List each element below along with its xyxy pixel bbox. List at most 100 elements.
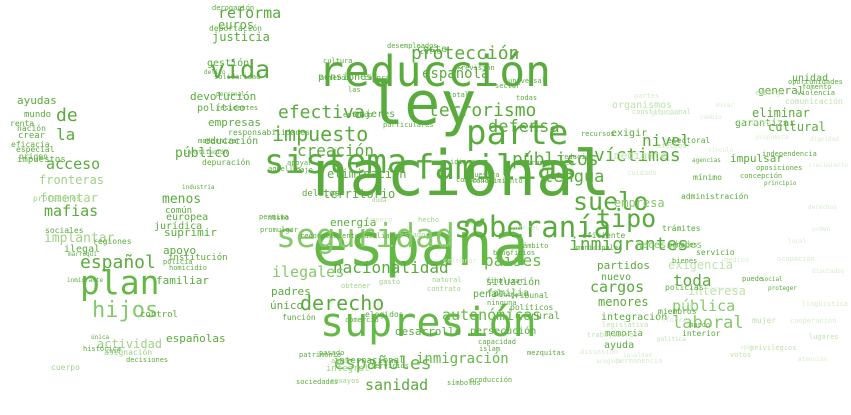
word-gracias: gracias — [651, 109, 681, 118]
word-internacional: internacional — [334, 355, 405, 366]
word-interes: interés — [510, 224, 540, 233]
word-exigencia: exigencia — [668, 258, 734, 273]
word-elegidos: elegidos — [365, 309, 404, 319]
word-politica: política — [657, 336, 686, 344]
word-agua: agua — [331, 357, 348, 366]
word-las: las — [348, 86, 361, 95]
word-energia: energía — [330, 216, 377, 230]
word-municipales: municipales — [576, 244, 623, 253]
word-puede: puede — [742, 275, 764, 284]
word-partidos: partidos — [597, 259, 650, 273]
word-revision: revisión — [461, 64, 495, 73]
word-combatir: combatir — [456, 176, 490, 185]
word-orden: orden — [812, 226, 831, 234]
word-toda: toda — [673, 271, 712, 291]
word-familia: familia — [487, 288, 530, 299]
word-modernizar: modernizar — [198, 137, 241, 146]
word-espana: españa — [312, 210, 529, 280]
word-ensayos: ensayos — [330, 377, 360, 386]
word-linguistica: lingüística — [801, 300, 848, 309]
word-proteccion: protección — [411, 42, 520, 64]
word-islam: islam — [479, 345, 501, 354]
word-servicio: servicio — [696, 247, 735, 257]
word-ayudas: ayudas — [17, 94, 57, 108]
word-trabajadores: trabajadores — [587, 331, 638, 340]
word-responsabilidades: responsabilidades — [228, 127, 310, 137]
word-plan: plan — [80, 262, 160, 302]
word-todas: todas — [516, 94, 538, 103]
word-simbolos: símbolos — [447, 379, 481, 388]
word-gestion: gestión — [207, 58, 250, 69]
word-compra: compra — [364, 74, 390, 83]
word-permanencia: permanencia — [616, 357, 663, 366]
word-actividad: actividad — [97, 337, 163, 352]
word-garantizar: garantizar — [735, 118, 796, 129]
word-arraigo: arraigo — [493, 292, 519, 300]
word-disuasion: disuasión — [580, 348, 618, 357]
word-apoyo: apoyo — [163, 244, 197, 258]
word-medios: medios — [724, 256, 750, 265]
word-sociedades: sociedades — [296, 378, 339, 387]
word-desarrollo: desarrollo — [395, 325, 462, 339]
word-juridica: jurídica — [154, 221, 203, 232]
word-permita: permita — [259, 213, 289, 222]
word-cuidado: cuidado — [627, 169, 657, 178]
word-patrimonio: patrimonio — [299, 351, 342, 360]
word-oposiciones: oposiciones — [756, 164, 803, 173]
word-entrado: entrado — [343, 111, 373, 120]
word-marroqui: marroquí — [68, 251, 97, 259]
word-sociales: sociales — [45, 225, 84, 235]
word-votos: votos — [730, 351, 752, 360]
word-coste: coste — [417, 44, 448, 55]
word-mismo: mismo — [268, 214, 290, 223]
word-hecho: hecho — [418, 216, 440, 225]
word-estado: estado — [400, 231, 426, 240]
word-eficiente: eficiente — [582, 230, 626, 240]
word-recursos: recursos — [581, 130, 615, 139]
word-nivel: nivel — [642, 131, 691, 151]
word-ayuda: ayuda — [604, 340, 635, 351]
word-politicos: políticos — [510, 302, 554, 312]
word-culto: culto — [420, 48, 442, 57]
word-profesores: profesores — [33, 193, 82, 203]
word-victimas: víctimas — [594, 144, 681, 166]
word-social: social — [761, 276, 783, 284]
word-renta: renta — [10, 118, 35, 128]
word-genero: genero — [367, 216, 393, 225]
word-reforma: reforma — [218, 4, 282, 22]
word-tipo: tipo — [596, 204, 657, 233]
word-principio: principio — [764, 180, 797, 188]
word-derechos: derechos — [808, 204, 837, 212]
word-mediante: mediante — [614, 149, 667, 163]
word-beneficios: beneficios — [493, 249, 536, 258]
word-eliminacion: eliminación — [327, 167, 407, 182]
word-familias: familias — [414, 147, 578, 188]
word-nuestra: nuestra — [470, 171, 500, 180]
word-impulsar: impulsar — [730, 152, 783, 166]
word-nacionalidad: nacionalidad — [333, 258, 449, 278]
word-comunicacion: comunicación — [785, 96, 843, 106]
word-proteger: proteger — [768, 285, 797, 293]
word-mirar: mirar — [716, 102, 735, 110]
word-seguridad: seguridad — [276, 215, 455, 255]
word-especial: especial — [16, 144, 55, 154]
word-suprimir: suprimir — [164, 226, 217, 240]
word-reducir: reducir — [560, 153, 590, 162]
word-penal: penal — [473, 289, 504, 300]
word-servicios: servicios — [371, 362, 409, 371]
word-total: total — [448, 91, 470, 100]
word-capacidad: capacidad — [478, 338, 516, 347]
word-acceso: acceso — [46, 155, 101, 173]
word-numero: número — [320, 74, 346, 83]
word-desempleados: desempleados — [387, 42, 438, 51]
word-comercio: comercio — [345, 316, 379, 325]
word-sistema: sistema — [264, 141, 408, 182]
word-penales: penales — [668, 241, 698, 250]
word-local: local — [788, 238, 807, 246]
word-cultura: cultura — [323, 57, 353, 66]
word-espanolas: españolas — [166, 332, 226, 346]
word-de: de — [56, 104, 78, 126]
word-vinculo: vínculo — [708, 147, 734, 155]
word-funcion: función — [282, 312, 316, 322]
